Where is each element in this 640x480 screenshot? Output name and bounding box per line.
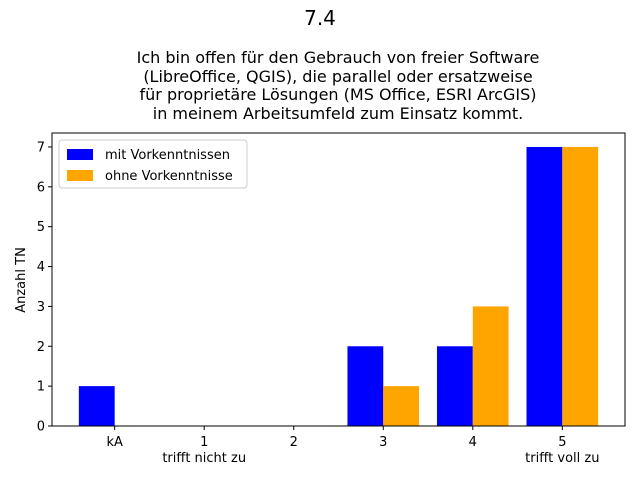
legend-label: mit Vorkenntnissen <box>105 148 230 163</box>
y-axis-label: Anzahl TN <box>14 247 29 313</box>
x-tick-label: 4 <box>469 435 477 450</box>
legend-swatch <box>67 149 93 160</box>
y-tick-label: 6 <box>37 180 45 195</box>
chart-title-line: Ich bin offen für den Gebrauch von freie… <box>136 48 540 67</box>
bar-ohne-5 <box>562 146 599 426</box>
chart-title-line: für proprietäre Lösungen (MS Office, ESR… <box>139 85 537 104</box>
bars-layer <box>78 146 599 426</box>
x-tick-label: kA <box>106 435 123 450</box>
bar-mit-4 <box>436 346 473 426</box>
x-tick-label: 1 <box>200 435 208 450</box>
x-tick-label: 5 <box>558 435 566 450</box>
y-tick-label: 2 <box>37 340 45 355</box>
bar-mit-kA <box>78 386 115 426</box>
chart-title-line: (LibreOffice, QGIS), die parallel oder e… <box>143 66 533 86</box>
y-tick-label: 5 <box>37 220 45 235</box>
y-tick-label: 0 <box>37 420 45 435</box>
legend-swatch <box>67 170 93 181</box>
y-tick-label: 1 <box>37 380 45 395</box>
figure-suptitle: 7.4 <box>304 6 336 30</box>
chart-title: Ich bin offen für den Gebrauch von freie… <box>52 48 624 123</box>
legend-label: ohne Vorkenntnisse <box>105 169 233 184</box>
y-tick-label: 4 <box>37 260 45 275</box>
x-tick-label: 2 <box>290 435 298 450</box>
legend: mit Vorkenntnissen ohne Vorkenntnisse <box>58 139 248 189</box>
bar-ohne-4 <box>472 306 509 426</box>
bar-ohne-3 <box>383 386 420 426</box>
axes-frame <box>51 132 626 427</box>
x-tick-sublabel: trifft voll zu <box>525 451 599 466</box>
bar-mit-3 <box>347 346 384 426</box>
legend-frame <box>58 139 248 189</box>
chart-title-line: in meinem Arbeitsumfeld zum Einsatz komm… <box>152 103 524 123</box>
x-tick-label: 3 <box>379 435 387 450</box>
y-tick-label: 3 <box>37 300 45 315</box>
x-tick-sublabel: trifft nicht zu <box>162 451 246 466</box>
y-tick-label: 7 <box>37 140 45 155</box>
bar-mit-5 <box>526 146 563 426</box>
